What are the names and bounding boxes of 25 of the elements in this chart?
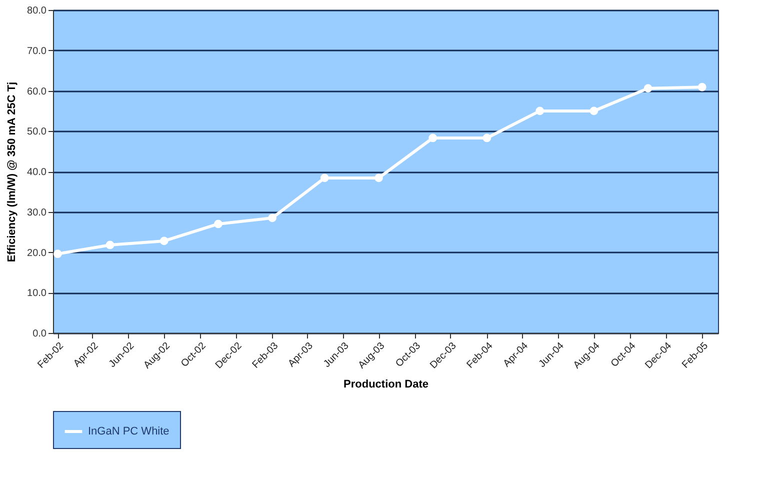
- x-axis-title: Production Date: [344, 378, 428, 390]
- point: [54, 250, 62, 258]
- point: [160, 236, 168, 246]
- point: [106, 240, 114, 250]
- point: [320, 174, 329, 182]
- point: [698, 82, 706, 92]
- point: [644, 84, 652, 92]
- y-axis-title: Efficiency (lm/W) @ 350 mA 25C Tj: [6, 82, 18, 262]
- point: [214, 220, 222, 228]
- y-tick-label: 50.0: [27, 126, 47, 138]
- point: [482, 134, 492, 142]
- y-tick-label: 10.0: [27, 288, 47, 300]
- y-tick-label: 80.0: [27, 6, 47, 16]
- legend-label: InGaN PC White: [88, 426, 170, 438]
- point: [590, 106, 598, 116]
- y-tick-label: 60.0: [27, 86, 47, 98]
- point: [428, 134, 438, 142]
- point: [536, 106, 544, 116]
- y-tick-label: 0.0: [32, 328, 47, 340]
- y-tick-label: 40.0: [27, 167, 47, 178]
- y-tick-label: 20.0: [27, 248, 47, 259]
- point: [374, 174, 383, 182]
- point: [268, 214, 276, 222]
- y-tick-label: 30.0: [27, 207, 47, 218]
- y-tick-label: 70.0: [27, 46, 47, 57]
